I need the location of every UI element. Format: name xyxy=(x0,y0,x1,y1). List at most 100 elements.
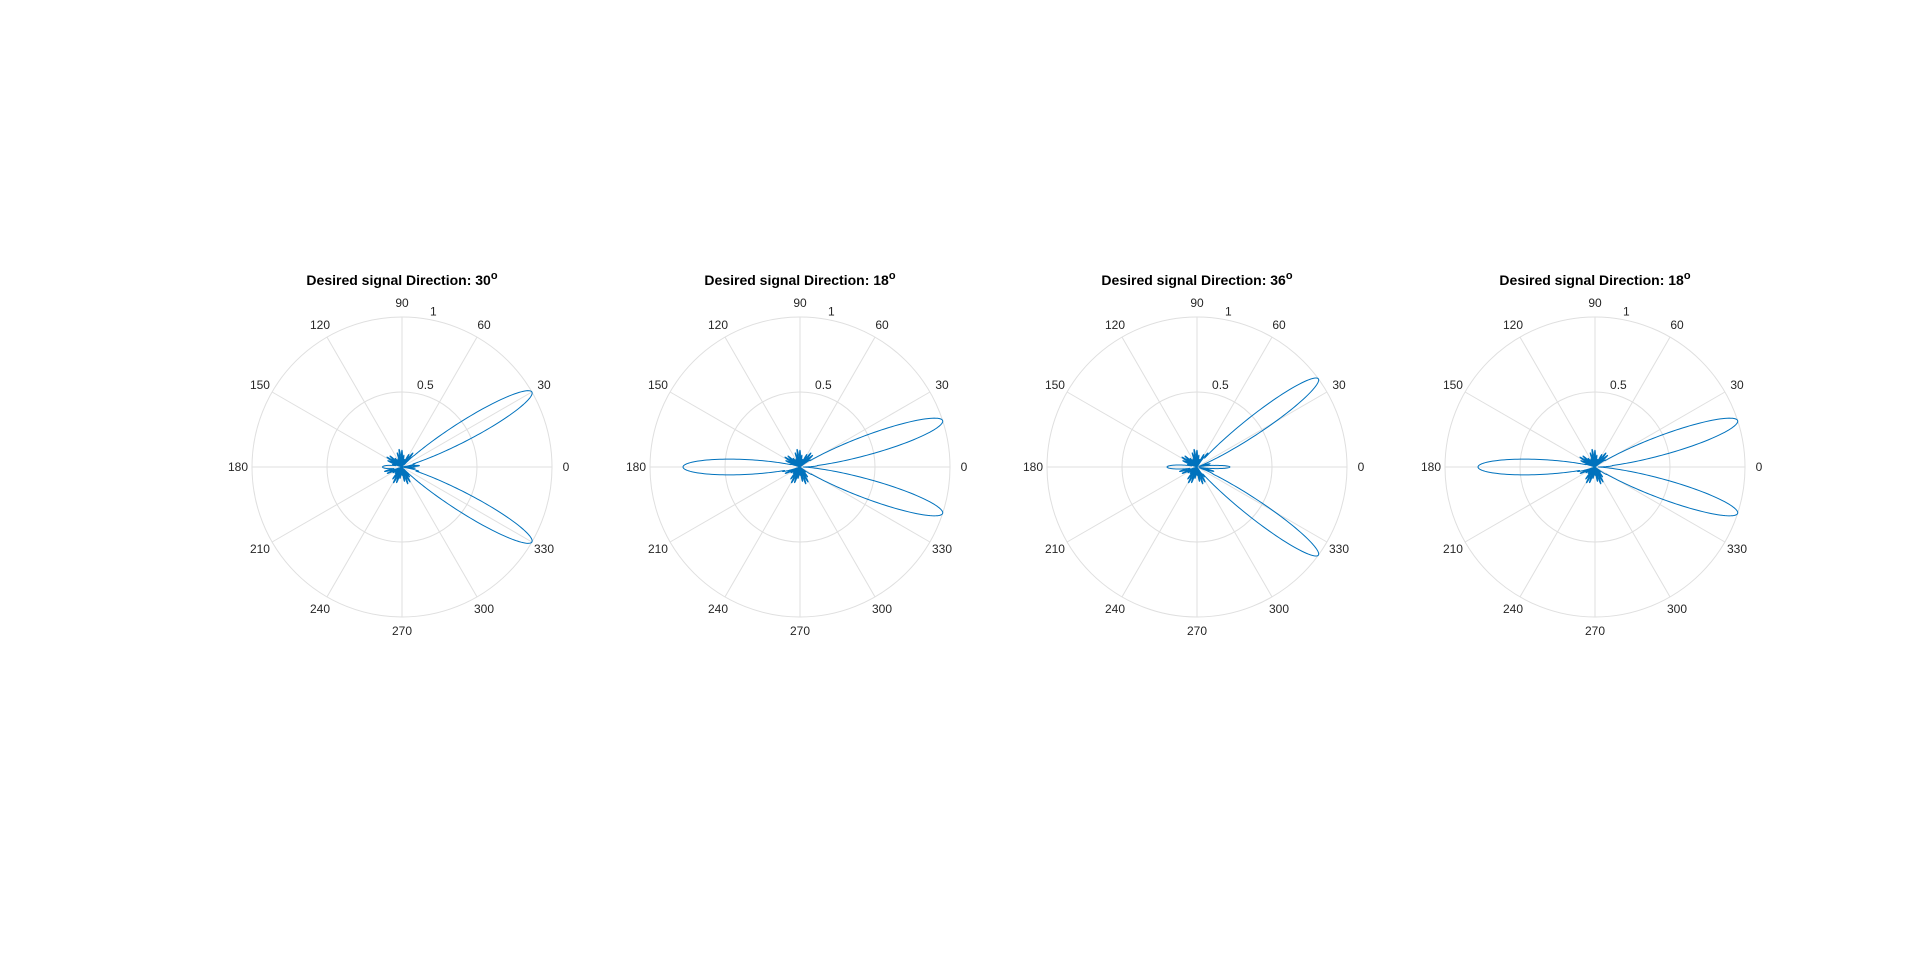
theta-tick-label-60: 60 xyxy=(477,318,491,332)
grid-spoke-150 xyxy=(1464,391,1596,468)
grid-spoke-300 xyxy=(799,466,876,598)
theta-tick-label-60: 60 xyxy=(875,318,889,332)
theta-tick-label-0: 0 xyxy=(1756,460,1763,474)
theta-tick-label-270: 270 xyxy=(1585,624,1605,638)
theta-tick-label-270: 270 xyxy=(392,624,412,638)
polar-panel-2: Desired signal Direction: 18o 0 30 60 90 120… xyxy=(626,270,968,638)
theta-tick-label-180: 180 xyxy=(626,460,646,474)
beam-pattern-line xyxy=(1166,377,1320,557)
beam-pattern-line xyxy=(682,417,944,517)
theta-tick-label-30: 30 xyxy=(537,378,551,392)
theta-tick-label-60: 60 xyxy=(1272,318,1286,332)
r-tick-label-1: 1 xyxy=(828,304,835,318)
grid-spoke-210 xyxy=(271,466,403,543)
theta-tick-label-300: 300 xyxy=(872,602,892,616)
theta-tick-label-270: 270 xyxy=(790,624,810,638)
theta-tick-label-300: 300 xyxy=(474,602,494,616)
grid-spoke-240 xyxy=(1519,466,1596,598)
panel-title-3-main: Desired signal Direction: 36 xyxy=(1101,272,1286,288)
theta-tick-label-120: 120 xyxy=(708,318,728,332)
r-tick-label-1: 1 xyxy=(1623,304,1630,318)
grid-spoke-300 xyxy=(401,466,478,598)
theta-tick-label-150: 150 xyxy=(648,378,668,392)
theta-tick-label-180: 180 xyxy=(1023,460,1043,474)
theta-tick-label-300: 300 xyxy=(1667,602,1687,616)
grid-spoke-300 xyxy=(1196,466,1273,598)
r-tick-label-0.5: 0.5 xyxy=(1610,378,1627,392)
grid-spoke-150 xyxy=(1066,391,1198,468)
grid-spoke-210 xyxy=(669,466,801,543)
panel-title-3-degree: o xyxy=(1286,270,1293,282)
panel-title-4-degree: o xyxy=(1684,270,1691,282)
theta-tick-label-330: 330 xyxy=(932,542,952,556)
panel-title-3: Desired signal Direction: 36o xyxy=(1101,270,1292,288)
theta-tick-label-210: 210 xyxy=(648,542,668,556)
theta-tick-label-150: 150 xyxy=(1443,378,1463,392)
theta-tick-label-240: 240 xyxy=(1105,602,1125,616)
r-tick-label-0.5: 0.5 xyxy=(815,378,832,392)
theta-tick-label-210: 210 xyxy=(250,542,270,556)
theta-tick-label-30: 30 xyxy=(1730,378,1744,392)
theta-tick-label-120: 120 xyxy=(310,318,330,332)
theta-tick-label-180: 180 xyxy=(228,460,248,474)
theta-tick-label-90: 90 xyxy=(1588,296,1602,310)
r-tick-label-1: 1 xyxy=(430,304,437,318)
polar-panel-3: Desired signal Direction: 36o 0 30 60 90 120… xyxy=(1023,270,1365,638)
r-tick-label-0.5: 0.5 xyxy=(417,378,434,392)
grid-spoke-120 xyxy=(1121,336,1198,468)
grid-spoke-150 xyxy=(271,391,403,468)
theta-tick-label-210: 210 xyxy=(1045,542,1065,556)
theta-tick-label-30: 30 xyxy=(1332,378,1346,392)
theta-tick-label-120: 120 xyxy=(1105,318,1125,332)
theta-tick-label-0: 0 xyxy=(961,460,968,474)
theta-tick-label-90: 90 xyxy=(793,296,807,310)
grid-spoke-210 xyxy=(1066,466,1198,543)
panel-title-1-degree: o xyxy=(491,270,498,282)
grid-spoke-240 xyxy=(326,466,403,598)
theta-tick-label-90: 90 xyxy=(1190,296,1204,310)
grid-spoke-120 xyxy=(326,336,403,468)
theta-tick-label-330: 330 xyxy=(1329,542,1349,556)
theta-tick-label-90: 90 xyxy=(395,296,409,310)
grid-spoke-240 xyxy=(724,466,801,598)
grid-spoke-150 xyxy=(669,391,801,468)
panel-title-1-main: Desired signal Direction: 30 xyxy=(306,272,491,288)
panel-title-2-main: Desired signal Direction: 18 xyxy=(704,272,889,288)
grid-spoke-300 xyxy=(1594,466,1671,598)
theta-tick-label-270: 270 xyxy=(1187,624,1207,638)
panel-title-4-main: Desired signal Direction: 18 xyxy=(1499,272,1684,288)
theta-tick-label-330: 330 xyxy=(1727,542,1747,556)
theta-tick-label-0: 0 xyxy=(563,460,570,474)
grid-spoke-30 xyxy=(1196,391,1328,468)
panel-title-2: Desired signal Direction: 18o xyxy=(704,270,895,288)
r-tick-label-0.5: 0.5 xyxy=(1212,378,1229,392)
grid-spoke-120 xyxy=(724,336,801,468)
theta-tick-label-240: 240 xyxy=(708,602,728,616)
panel-title-1: Desired signal Direction: 30o xyxy=(306,270,497,288)
grid-spoke-330 xyxy=(1196,466,1328,543)
theta-tick-label-30: 30 xyxy=(935,378,949,392)
grid-spoke-60 xyxy=(401,336,478,468)
beam-pattern-line xyxy=(382,390,533,544)
beam-pattern-line xyxy=(1477,417,1739,517)
theta-tick-label-330: 330 xyxy=(534,542,554,556)
theta-tick-label-240: 240 xyxy=(310,602,330,616)
theta-tick-label-120: 120 xyxy=(1503,318,1523,332)
theta-tick-label-210: 210 xyxy=(1443,542,1463,556)
grid-spoke-60 xyxy=(799,336,876,468)
grid-spoke-30 xyxy=(401,391,533,468)
theta-tick-label-150: 150 xyxy=(1045,378,1065,392)
grid-spoke-120 xyxy=(1519,336,1596,468)
theta-tick-label-150: 150 xyxy=(250,378,270,392)
polar-panel-1: Desired signal Direction: 30o 0 30 60 90 120… xyxy=(228,270,570,638)
theta-tick-label-180: 180 xyxy=(1421,460,1441,474)
polar-panel-4: Desired signal Direction: 18o 0 30 60 90 120… xyxy=(1421,270,1763,638)
panel-title-2-degree: o xyxy=(889,270,896,282)
grid-spoke-60 xyxy=(1594,336,1671,468)
grid-spoke-240 xyxy=(1121,466,1198,598)
theta-tick-label-240: 240 xyxy=(1503,602,1523,616)
panel-title-4: Desired signal Direction: 18o xyxy=(1499,270,1690,288)
theta-tick-label-60: 60 xyxy=(1670,318,1684,332)
grid-spoke-60 xyxy=(1196,336,1273,468)
